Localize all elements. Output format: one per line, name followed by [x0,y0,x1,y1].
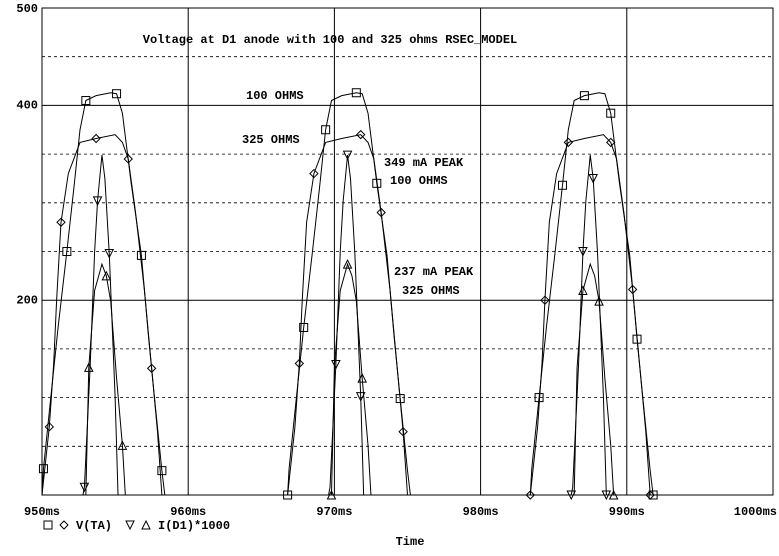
marker [43,520,53,530]
annotation: 100 OHMS [390,174,448,188]
annotation: 325 OHMS [242,133,300,147]
marker [92,196,103,206]
marker [648,490,658,500]
y-tick-label: 500 [16,2,38,16]
x-tick-label: 950ms [24,505,60,519]
y-tick-label: 400 [16,99,38,113]
marker [342,259,353,269]
marker [62,247,72,256]
marker [83,362,94,372]
marker [566,490,577,501]
marker [331,359,341,370]
marker [146,363,157,374]
marker [601,490,612,501]
marker [557,180,567,190]
marker [588,173,598,184]
marker [563,137,574,148]
x-tick-label: 980ms [463,505,499,519]
marker [104,248,115,259]
marker [578,285,588,295]
marker [627,284,638,295]
marker [645,490,655,500]
marker [91,133,101,144]
marker [125,520,135,531]
marker [594,296,604,306]
marker [376,207,386,218]
marker [123,154,133,164]
x-axis-label: Time [396,535,425,549]
marker [398,426,408,437]
legend-label: I(D1)*1000 [158,519,230,533]
marker [81,96,91,106]
series-line [41,134,651,496]
series-line [85,262,615,496]
marker [606,137,616,148]
marker [309,168,319,179]
marker [525,490,536,500]
x-tick-label: 970ms [316,505,352,519]
marker [579,91,589,101]
x-tick-label: 990ms [609,505,645,519]
x-tick-label: 960ms [170,505,206,519]
marker [342,150,353,161]
y-tick-label: 200 [16,293,38,307]
annotation: 100 OHMS [246,89,304,103]
marker [357,373,367,383]
marker [356,129,366,140]
marker [540,295,550,305]
x-tick-label: 1000ms [734,505,777,519]
marker [112,89,122,99]
marker [136,250,146,260]
marker [56,217,66,227]
legend-label: V(TA) [76,519,112,533]
marker [351,88,361,98]
marker [608,489,619,500]
annotation: 325 OHMS [402,284,460,298]
marker [294,358,305,369]
marker [355,392,366,402]
marker [101,270,112,281]
marker [38,464,48,474]
marker [44,422,55,432]
annotation: 237 mA PEAK [394,265,474,279]
marker [59,520,69,530]
marker [578,247,588,257]
annotation: 349 mA PEAK [384,156,464,170]
marker [141,519,151,530]
marker [321,125,331,135]
marker [117,440,128,450]
marker [157,466,167,476]
grid [41,7,774,495]
marker [606,108,616,118]
marker [326,489,337,500]
chart-title: Voltage at D1 anode with 100 and 325 ohm… [143,33,517,47]
marker [299,322,309,332]
